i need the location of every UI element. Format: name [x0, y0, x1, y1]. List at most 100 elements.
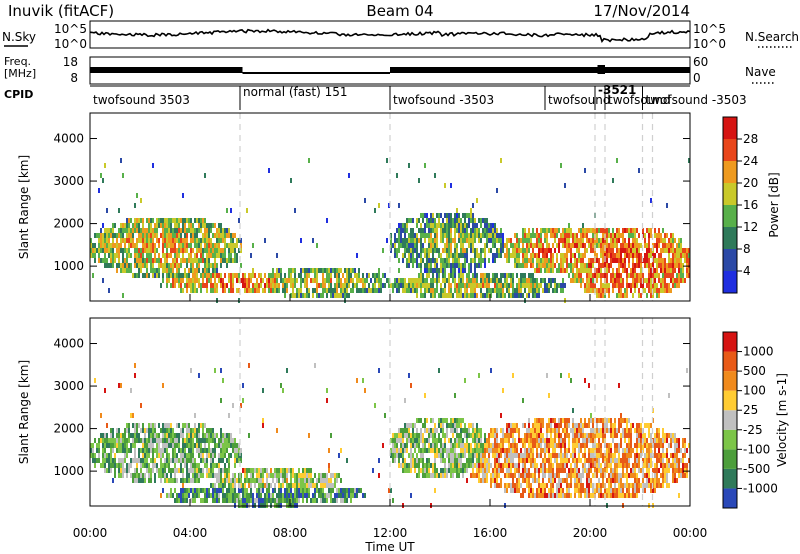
heatmap-cell	[220, 488, 222, 493]
heatmap-cell	[172, 428, 174, 433]
heatmap-cell	[488, 458, 490, 463]
heatmap-cell	[474, 283, 476, 288]
heatmap-cell	[360, 278, 362, 283]
heatmap-cell	[672, 283, 674, 288]
heatmap-cell	[104, 253, 106, 258]
heatmap-cell	[428, 258, 430, 263]
heatmap-cell	[134, 448, 136, 453]
heatmap-cell	[438, 218, 440, 223]
heatmap-cell	[300, 488, 302, 493]
heatmap-cell	[282, 388, 284, 393]
noise-panel-frame	[89, 20, 691, 49]
heatmap-cell	[230, 488, 232, 493]
heatmap-cell	[516, 288, 518, 293]
heatmap-cell	[580, 428, 582, 433]
heatmap-cell	[240, 403, 242, 408]
heatmap-cell	[166, 478, 168, 483]
heatmap-cell	[206, 263, 208, 268]
heatmap-cell	[164, 443, 166, 448]
heatmap-cell	[662, 273, 664, 278]
heatmap-cell	[254, 483, 256, 488]
heatmap-cell	[584, 253, 586, 258]
heatmap-cell	[460, 428, 462, 433]
heatmap-cell	[140, 268, 142, 273]
heatmap-cell	[530, 448, 532, 453]
heatmap-cell	[200, 248, 202, 253]
heatmap-cell	[314, 473, 316, 478]
heatmap-cell	[512, 478, 514, 483]
heatmap-cell	[608, 288, 610, 293]
heatmap-cell	[580, 228, 582, 233]
heatmap-cell	[184, 458, 186, 463]
heatmap-cell	[136, 193, 138, 198]
heatmap-cell	[204, 443, 206, 448]
colorbar-tick-label: 24	[743, 154, 758, 168]
heatmap-cell	[250, 253, 252, 258]
heatmap-cell	[590, 468, 592, 473]
heatmap-cell	[452, 263, 454, 268]
heatmap-cell	[324, 268, 326, 273]
heatmap-cell	[538, 243, 540, 248]
heatmap-cell	[512, 243, 514, 248]
freq-left-tick-bottom: 8	[70, 71, 78, 85]
heatmap-cell	[152, 268, 154, 273]
heatmap-cell	[148, 243, 150, 248]
heatmap-cell	[172, 263, 174, 268]
heatmap-cell	[396, 433, 398, 438]
heatmap-cell	[656, 233, 658, 238]
heatmap-cell	[542, 463, 544, 468]
heatmap-cell	[410, 238, 412, 243]
heatmap-cell	[536, 263, 538, 268]
heatmap-cell	[482, 448, 484, 453]
heatmap-cell	[544, 443, 546, 448]
heatmap-cell	[180, 283, 182, 288]
heatmap-cell	[138, 268, 140, 273]
heatmap-cell	[518, 468, 520, 473]
heatmap-cell	[108, 253, 110, 258]
heatmap-cell	[204, 423, 206, 428]
heatmap-cell	[400, 433, 402, 438]
heatmap-cell	[362, 288, 364, 293]
heatmap-cell	[154, 273, 156, 278]
heatmap-cell	[560, 283, 562, 288]
heatmap-cell	[246, 468, 248, 473]
heatmap-cell	[506, 463, 508, 468]
heatmap-cell	[450, 273, 452, 278]
heatmap-cell	[424, 268, 426, 273]
heatmap-cell	[202, 223, 204, 228]
heatmap-cell	[168, 428, 170, 433]
heatmap-cell	[190, 488, 192, 493]
heatmap-cell	[182, 273, 184, 278]
heatmap-cell	[544, 233, 546, 238]
heatmap-cell	[524, 438, 526, 443]
heatmap-cell	[580, 273, 582, 278]
heatmap-cell	[126, 258, 128, 263]
heatmap-cell	[604, 283, 606, 288]
heatmap-cell	[120, 443, 122, 448]
heatmap-cell	[232, 238, 234, 243]
heatmap-cell	[228, 243, 230, 248]
heatmap-cell	[146, 453, 148, 458]
heatmap-cell	[522, 458, 524, 463]
heatmap-cell	[488, 273, 490, 278]
heatmap-cell	[560, 438, 562, 443]
heatmap-cell	[118, 433, 120, 438]
heatmap-cell	[590, 413, 592, 418]
heatmap-cell	[270, 468, 272, 473]
heatmap-cell	[502, 433, 504, 438]
heatmap-cell	[474, 288, 476, 293]
heatmap-cell	[420, 268, 422, 273]
heatmap-cell	[630, 228, 632, 233]
heatmap-cell	[474, 473, 476, 478]
heatmap-cell	[228, 488, 230, 493]
heatmap-cell	[412, 253, 414, 258]
heatmap-cell	[130, 463, 132, 468]
heatmap-cell	[600, 288, 602, 293]
heatmap-cell	[552, 478, 554, 483]
heatmap-cell	[154, 438, 156, 443]
heatmap-cell	[128, 238, 130, 243]
heatmap-cell	[542, 258, 544, 263]
heatmap-cell	[656, 288, 658, 293]
heatmap-cell	[160, 258, 162, 263]
heatmap-cell	[648, 253, 650, 258]
